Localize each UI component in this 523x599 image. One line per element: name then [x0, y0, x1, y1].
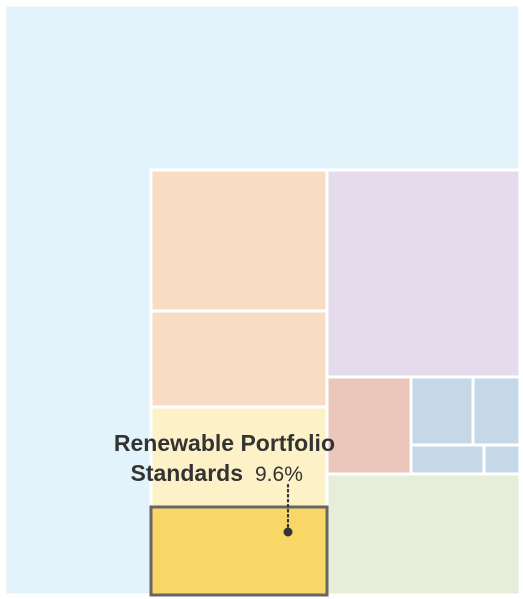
- treemap-block-blue-4: [482, 443, 522, 476]
- treemap-block-blue-3: [409, 443, 486, 476]
- treemap-block-rose: [325, 375, 413, 476]
- treemap-block-peach-middle: [149, 309, 329, 409]
- highlight-value: 9.6%: [255, 463, 303, 486]
- treemap-block-green: [325, 472, 522, 597]
- treemap-block-blue-2: [471, 375, 522, 447]
- highlight-label-line2: Standards: [131, 460, 243, 486]
- leader-dot: [283, 527, 293, 537]
- treemap-block-light-yellow: [149, 405, 329, 509]
- treemap-block-lavender: [325, 168, 522, 379]
- treemap-block-highlight: [149, 505, 329, 597]
- treemap-block-blue-1: [409, 375, 475, 447]
- highlight-label-line1: Renewable Portfolio: [114, 430, 335, 456]
- treemap-block-peach-top: [149, 168, 329, 313]
